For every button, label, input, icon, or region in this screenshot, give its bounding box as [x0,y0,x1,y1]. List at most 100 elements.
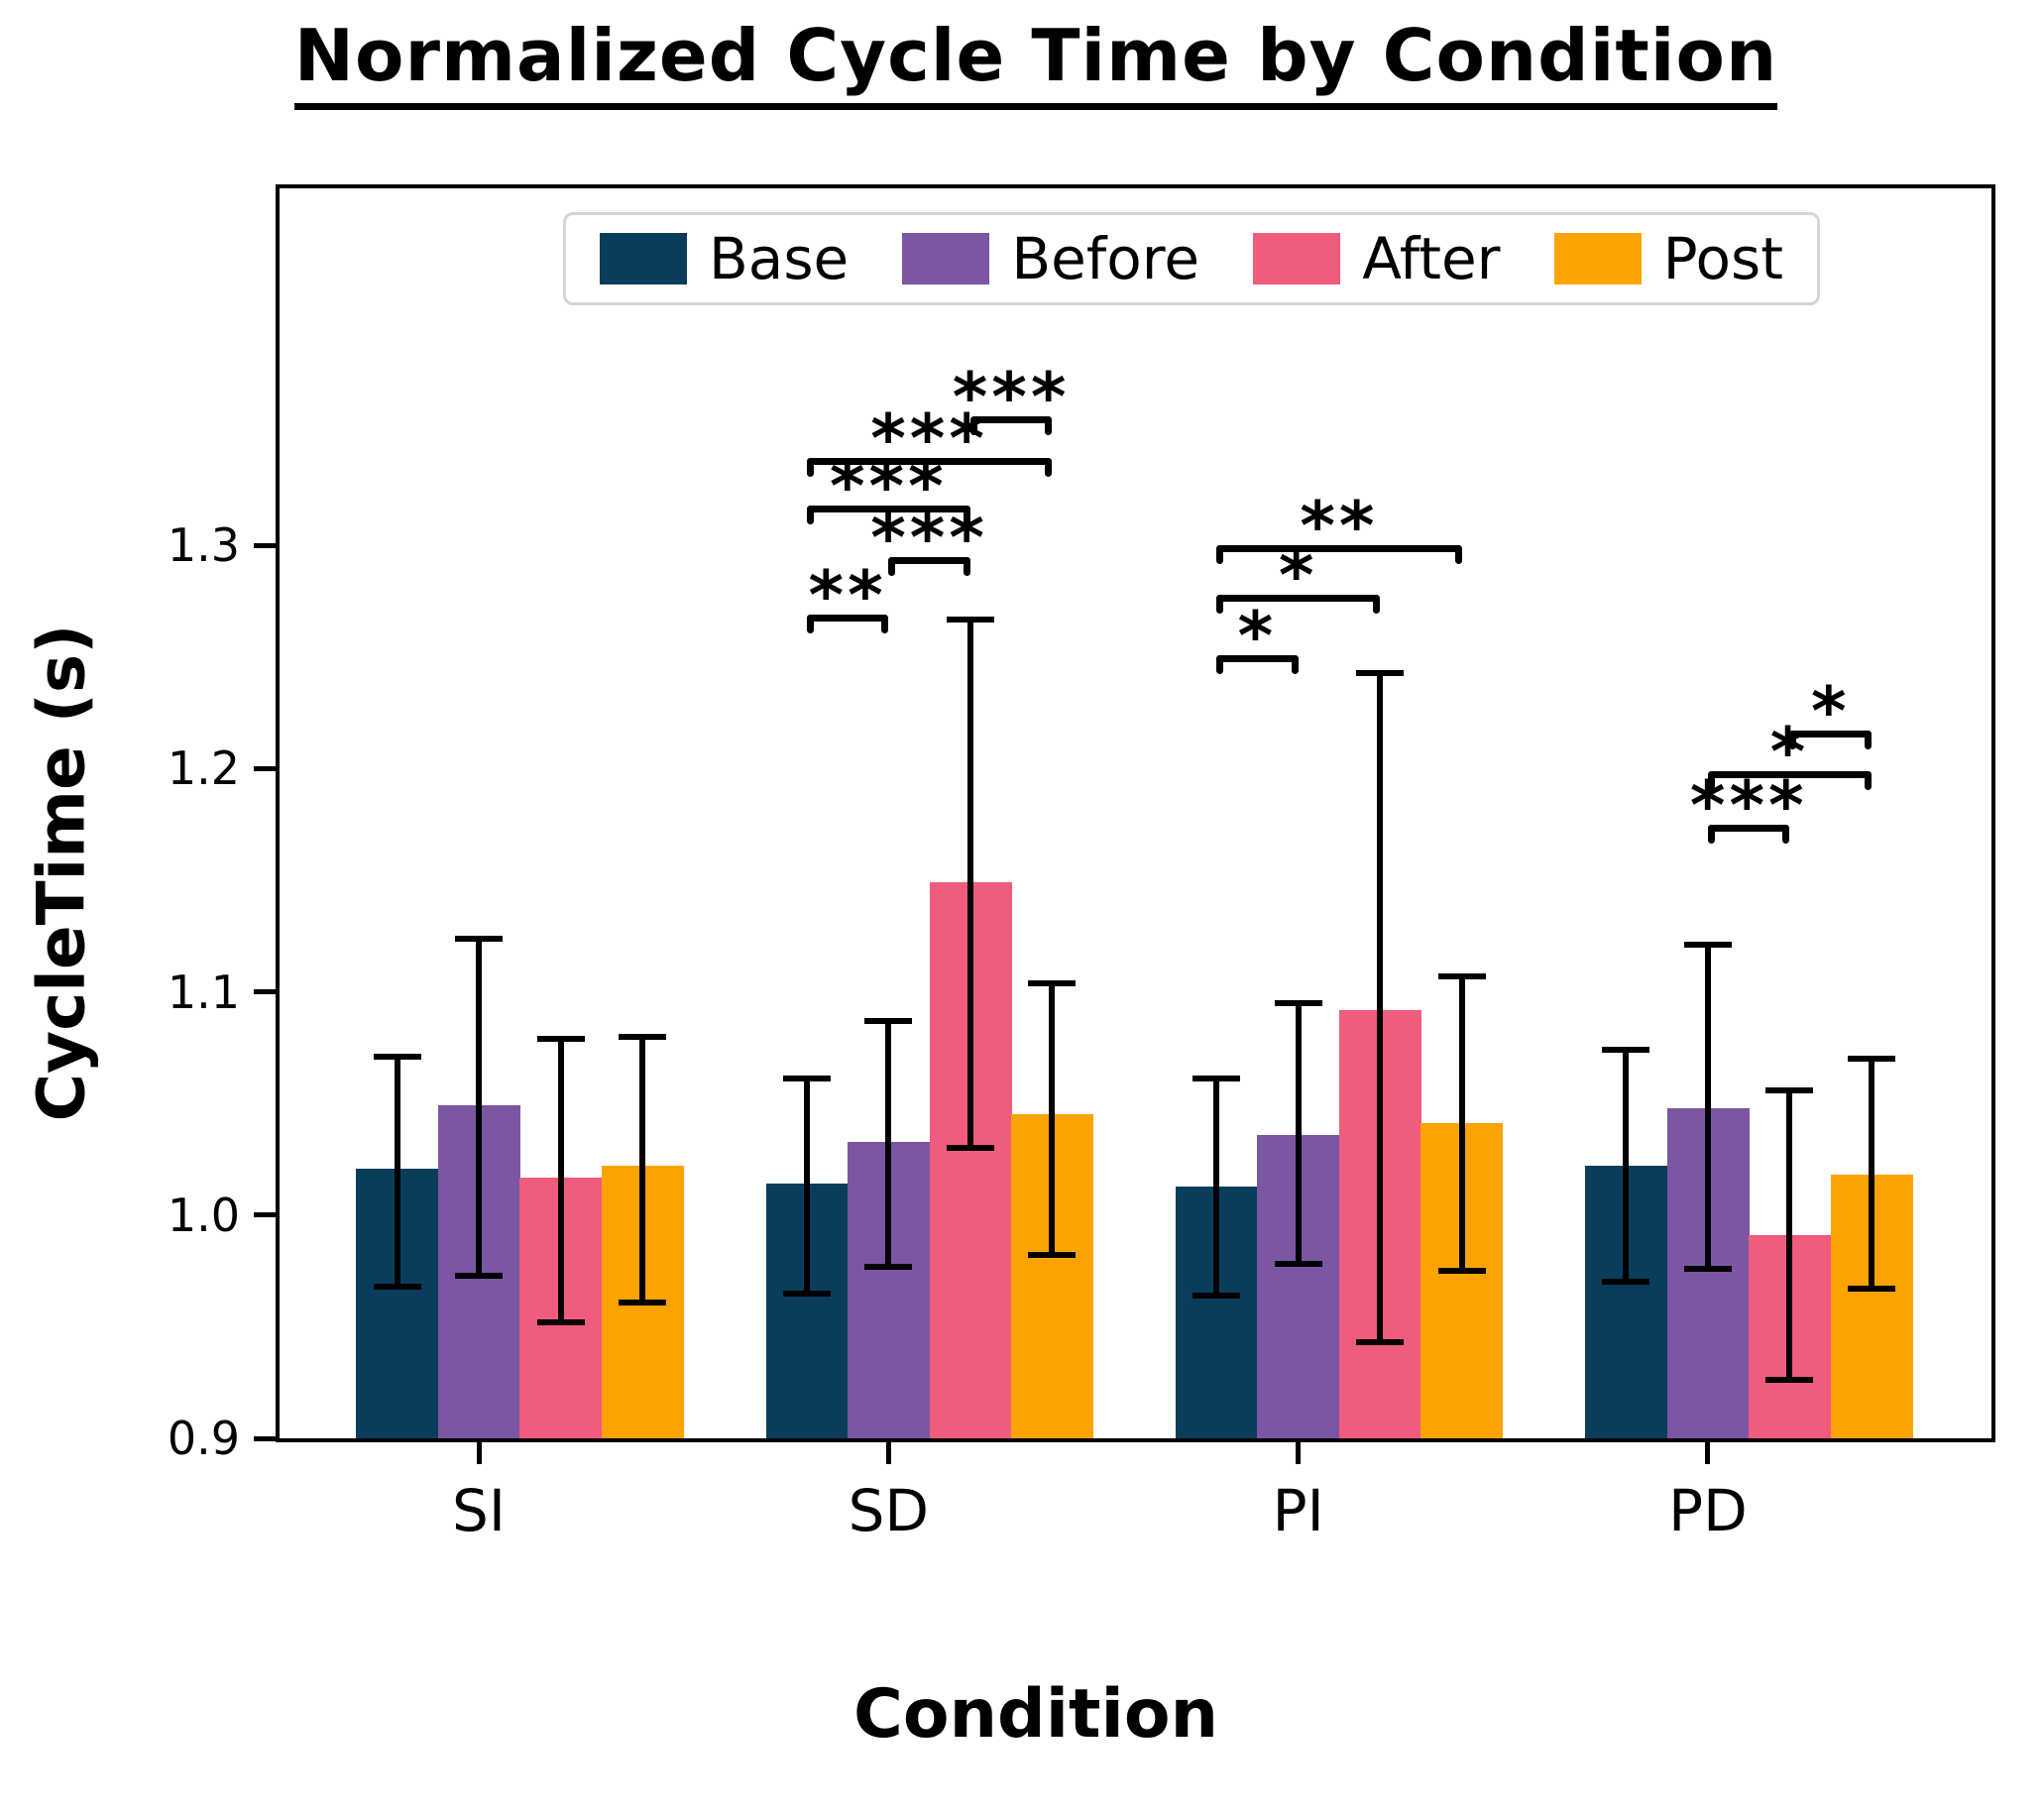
bracket-end-right-pd-before-after [1782,824,1790,844]
significance-bracket-pi-base-before [1216,654,1299,662]
legend-item-post: Post [1553,230,1783,287]
error-cap-top-SD-after [946,616,994,623]
error-cap-bottom-SD-before [864,1263,913,1270]
error-cap-bottom-PD-after [1765,1377,1814,1384]
y-tick-label: 1.1 [167,965,240,1019]
significance-bracket-sd-base-before [806,615,889,623]
significance-bracket-pd-after-post [1789,731,1872,738]
bracket-end-left-sd-base-before [806,615,814,634]
error-cap-bottom-SI-base [373,1283,421,1290]
title-wrap: Normalized Cycle Time by Condition [0,14,2044,110]
error-cap-top-SI-before [455,935,503,942]
x-tick-label-sd: SD [848,1477,930,1544]
error-cap-bottom-PD-before [1683,1265,1732,1272]
error-cap-top-PD-base [1602,1047,1650,1054]
error-cap-top-PI-after [1356,669,1405,676]
error-bar-SI-post [639,1036,645,1303]
bracket-end-right-pi-base-post [1454,545,1462,565]
legend-item-after: After [1253,230,1500,287]
significance-stars-sd-base-post: *** [870,400,988,480]
bracket-end-left-pi-base-after [1216,594,1224,614]
error-bar-SI-after [557,1038,564,1322]
significance-bracket-pi-base-post [1216,545,1462,553]
bracket-end-right-sd-after-post [1045,415,1053,435]
error-cap-top-SD-base [782,1076,831,1082]
error-bar-PI-base [1213,1079,1220,1296]
y-tick-mark [254,542,278,548]
error-bar-PI-after [1377,672,1384,1343]
error-cap-top-SD-post [1028,979,1077,986]
error-bar-PD-after [1786,1089,1793,1381]
bracket-end-right-sd-before-after [963,556,970,576]
axes-spines [276,184,1995,1442]
bracket-end-right-pd-before-post [1864,770,1872,790]
x-tick-label-pd: PD [1668,1477,1748,1544]
bracket-end-right-sd-base-after [963,505,970,524]
significance-stars-pi-base-post: ** [1300,488,1379,567]
bracket-end-left-pd-before-after [1707,824,1715,844]
y-tick-label: 1.3 [167,518,240,573]
bracket-end-right-pd-after-post [1864,731,1872,750]
significance-stars-pi-base-after: * [1278,536,1318,616]
error-cap-top-PI-before [1274,999,1322,1006]
significance-stars-sd-base-before: ** [808,557,887,636]
error-bar-PD-before [1704,945,1711,1269]
legend-item-base: Base [600,230,849,287]
y-tick-mark [254,1435,278,1441]
error-bar-SD-post [1049,982,1056,1256]
error-cap-top-SI-base [373,1053,421,1060]
significance-bracket-sd-base-post [806,458,1053,466]
legend-swatch-after [1253,233,1341,284]
x-tick-mark [1705,1442,1711,1464]
error-bar-PI-before [1295,1002,1302,1265]
significance-stars-pd-after-post: * [1810,673,1851,752]
x-tick-mark [1296,1442,1302,1464]
error-cap-top-SI-after [536,1035,585,1042]
error-bar-PD-post [1868,1059,1874,1290]
legend-swatch-before [902,233,990,284]
chart-title: Normalized Cycle Time by Condition [293,14,1778,110]
error-cap-bottom-SI-after [536,1318,585,1325]
xlabel-wrap: Condition [0,1675,2044,1754]
legend-swatch-post [1553,233,1642,284]
significance-bracket-sd-base-after [806,505,970,512]
legend-swatch-base [600,233,687,284]
bracket-end-left-pi-base-before [1216,654,1224,674]
y-tick-mark [254,1212,278,1218]
legend: Base Before After Post [563,212,1820,305]
y-tick-mark [254,989,278,995]
significance-stars-pd-before-post: * [1769,713,1810,792]
error-cap-bottom-SD-base [782,1290,831,1297]
significance-bracket-sd-before-after [888,556,970,564]
bracket-end-right-pi-base-before [1291,654,1299,674]
error-bar-PD-base [1623,1050,1630,1283]
error-cap-bottom-PI-before [1274,1261,1322,1268]
legend-label-after: After [1362,225,1501,292]
x-axis-label: Condition [853,1675,1218,1754]
error-cap-top-PI-post [1437,972,1486,979]
error-cap-bottom-PI-base [1192,1292,1241,1299]
x-tick-label-pi: PI [1272,1477,1324,1544]
significance-stars-pi-base-before: * [1237,597,1278,676]
y-axis-label: CycleTime (s) [23,624,100,1122]
y-tick-label: 1.0 [167,1188,240,1242]
error-cap-top-PI-base [1192,1076,1241,1082]
bracket-end-left-pi-base-post [1216,545,1224,565]
error-cap-bottom-PD-post [1847,1286,1895,1293]
error-bar-PI-post [1458,975,1465,1272]
error-bar-SD-before [885,1020,892,1267]
x-tick-mark [476,1442,482,1464]
error-cap-top-PD-before [1683,942,1732,949]
error-cap-bottom-PI-after [1356,1339,1405,1346]
error-cap-bottom-SI-before [455,1272,503,1279]
bracket-end-left-sd-before-after [888,556,896,576]
significance-bracket-pi-base-after [1216,594,1381,602]
error-cap-bottom-PI-post [1437,1268,1486,1275]
error-bar-SD-base [803,1079,810,1294]
x-tick-mark [885,1442,891,1464]
error-cap-bottom-SD-after [946,1145,994,1152]
bracket-end-left-pd-before-post [1707,770,1715,790]
legend-label-base: Base [709,225,850,292]
bracket-end-right-sd-base-post [1045,458,1053,478]
y-tick-mark [254,765,278,771]
